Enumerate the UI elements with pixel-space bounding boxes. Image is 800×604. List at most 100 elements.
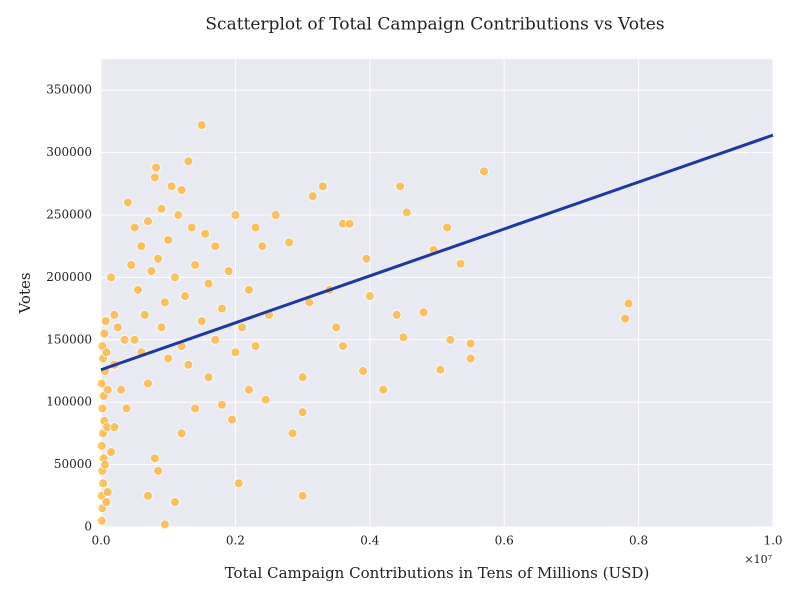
point bbox=[112, 322, 123, 333]
point bbox=[133, 284, 143, 295]
point bbox=[338, 341, 348, 351]
point bbox=[270, 210, 281, 220]
point bbox=[106, 272, 116, 283]
point bbox=[257, 241, 268, 252]
x-axis-label: Total Campaign Contributions in Tens of … bbox=[225, 564, 650, 582]
point bbox=[121, 403, 132, 414]
point bbox=[465, 353, 476, 364]
y-tick-label: 0 bbox=[84, 520, 92, 534]
point bbox=[149, 453, 160, 464]
point bbox=[297, 372, 308, 383]
x-tick-label: 0.0 bbox=[91, 534, 110, 548]
point bbox=[163, 353, 174, 364]
point bbox=[260, 394, 271, 405]
point bbox=[317, 181, 328, 192]
point bbox=[284, 237, 295, 248]
point bbox=[623, 298, 634, 309]
x-offset-label: ×10⁷ bbox=[744, 553, 772, 566]
point bbox=[210, 241, 221, 252]
point bbox=[307, 191, 318, 202]
point bbox=[230, 347, 241, 358]
point bbox=[146, 266, 157, 277]
point bbox=[163, 235, 174, 245]
point bbox=[186, 222, 197, 233]
point bbox=[109, 309, 120, 320]
point bbox=[100, 459, 110, 470]
point bbox=[190, 403, 200, 414]
point bbox=[435, 364, 446, 375]
y-tick-label: 50000 bbox=[54, 457, 92, 471]
y-tick-label: 300000 bbox=[46, 145, 92, 159]
point bbox=[465, 338, 476, 349]
point bbox=[166, 181, 177, 192]
point bbox=[151, 162, 162, 173]
point bbox=[210, 334, 221, 345]
point bbox=[143, 216, 153, 227]
point bbox=[156, 322, 167, 333]
point bbox=[99, 328, 110, 339]
point bbox=[101, 347, 112, 358]
point bbox=[143, 378, 153, 389]
point bbox=[455, 258, 466, 269]
point bbox=[149, 172, 160, 183]
point bbox=[233, 478, 244, 489]
point bbox=[170, 272, 180, 283]
point bbox=[378, 384, 389, 395]
point bbox=[243, 384, 254, 395]
y-tick-label: 250000 bbox=[46, 208, 92, 222]
point bbox=[129, 222, 140, 233]
point bbox=[122, 197, 133, 208]
point bbox=[176, 428, 187, 439]
point bbox=[217, 399, 227, 410]
trend-line bbox=[100, 133, 774, 372]
x-tick-label: 0.6 bbox=[495, 534, 514, 548]
y-tick-label: 350000 bbox=[46, 83, 92, 97]
point bbox=[297, 490, 308, 501]
point bbox=[126, 260, 137, 270]
point bbox=[170, 497, 180, 507]
point bbox=[401, 207, 412, 218]
point bbox=[358, 366, 368, 376]
point bbox=[101, 497, 112, 507]
point bbox=[395, 181, 405, 192]
point bbox=[250, 222, 261, 233]
point bbox=[96, 515, 107, 526]
point bbox=[153, 465, 164, 476]
point bbox=[159, 519, 170, 530]
point bbox=[106, 447, 116, 458]
point bbox=[96, 378, 107, 389]
point bbox=[102, 384, 113, 395]
point bbox=[196, 120, 207, 131]
y-tick-label: 100000 bbox=[46, 395, 92, 409]
point bbox=[217, 303, 227, 314]
x-tick-label: 0.4 bbox=[360, 534, 379, 548]
point bbox=[143, 490, 153, 501]
point bbox=[398, 332, 409, 343]
point bbox=[243, 284, 254, 295]
y-axis-label: Votes bbox=[16, 272, 34, 314]
point bbox=[442, 222, 452, 233]
point bbox=[203, 278, 214, 289]
point bbox=[445, 334, 456, 345]
point bbox=[180, 291, 190, 302]
y-tick-label: 150000 bbox=[46, 332, 92, 346]
point bbox=[391, 309, 402, 320]
point bbox=[620, 313, 631, 324]
point bbox=[129, 334, 140, 345]
point bbox=[479, 166, 489, 177]
point bbox=[361, 253, 372, 264]
x-tick-label: 0.8 bbox=[629, 534, 648, 548]
point bbox=[109, 422, 120, 433]
point bbox=[237, 322, 248, 333]
point bbox=[156, 203, 167, 214]
point bbox=[230, 210, 241, 220]
point bbox=[96, 440, 107, 451]
point bbox=[364, 291, 375, 302]
point bbox=[139, 309, 150, 320]
point bbox=[227, 414, 237, 425]
point bbox=[119, 334, 130, 345]
x-tick-label: 1.0 bbox=[763, 534, 782, 548]
point bbox=[100, 316, 111, 326]
